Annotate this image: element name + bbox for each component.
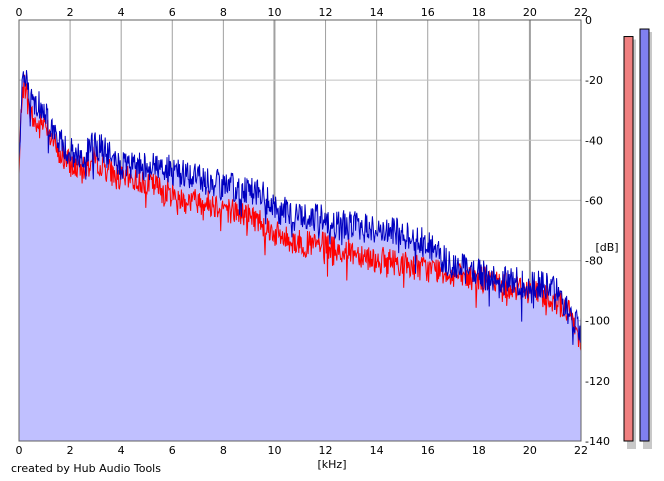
x-tick-label-top: 16 — [421, 6, 435, 19]
x-axis-label: [kHz] — [318, 458, 347, 471]
x-tick-label-bottom: 16 — [421, 444, 435, 457]
x-tick-label-bottom: 2 — [67, 444, 74, 457]
x-tick-label-bottom: 18 — [472, 444, 486, 457]
x-tick-label-top: 6 — [169, 6, 176, 19]
x-tick-label-bottom: 10 — [267, 444, 281, 457]
y-tick-label: 0 — [585, 14, 592, 27]
plot-border — [18, 19, 582, 442]
x-tick-label-top: 2 — [67, 6, 74, 19]
x-tick-label-top: 14 — [370, 6, 384, 19]
x-tick-label-top: 22 — [574, 6, 588, 19]
plot-frame — [18, 19, 582, 442]
y-tick-label: -40 — [585, 134, 603, 147]
spectrum-fill — [19, 70, 581, 441]
y-tick-label: -20 — [585, 74, 603, 87]
series-blue-line — [18, 70, 582, 345]
y-tick-label: -100 — [585, 315, 610, 328]
x-tick-label-bottom: 22 — [574, 444, 588, 457]
x-tick-label-top: 20 — [523, 6, 537, 19]
x-tick-label-top: 10 — [267, 6, 281, 19]
y-tick-label: -60 — [585, 194, 603, 207]
y-tick-label: -80 — [585, 255, 603, 268]
x-tick-label-top: 12 — [319, 6, 333, 19]
y-tick-label: -120 — [585, 375, 610, 388]
x-tick-label-bottom: 0 — [16, 444, 23, 457]
x-tick-label-bottom: 14 — [370, 444, 384, 457]
left-level-meter — [623, 36, 634, 442]
y-tick-labels: 0 -20 -40 -60 -80 -100 -120 -140 — [585, 14, 610, 448]
x-tick-label-bottom: 6 — [169, 444, 176, 457]
x-tick-label-bottom: 8 — [220, 444, 227, 457]
y-axis-label: [dB] — [595, 241, 618, 254]
spectrum-lines — [18, 70, 582, 351]
level-meters — [623, 28, 652, 450]
x-tick-label-bottom: 4 — [118, 444, 125, 457]
x-tick-label-top: 0 — [16, 6, 23, 19]
spectrum-area — [19, 70, 581, 441]
x-tick-label-top: 8 — [220, 6, 227, 19]
x-tick-label-top: 4 — [118, 6, 125, 19]
y-tick-label: -140 — [585, 435, 610, 448]
right-level-meter — [639, 28, 650, 442]
x-tick-label-bottom: 12 — [319, 444, 333, 457]
x-tick-label-bottom: 20 — [523, 444, 537, 457]
credit-text: created by Hub Audio Tools — [11, 462, 161, 475]
x-tick-label-top: 18 — [472, 6, 486, 19]
